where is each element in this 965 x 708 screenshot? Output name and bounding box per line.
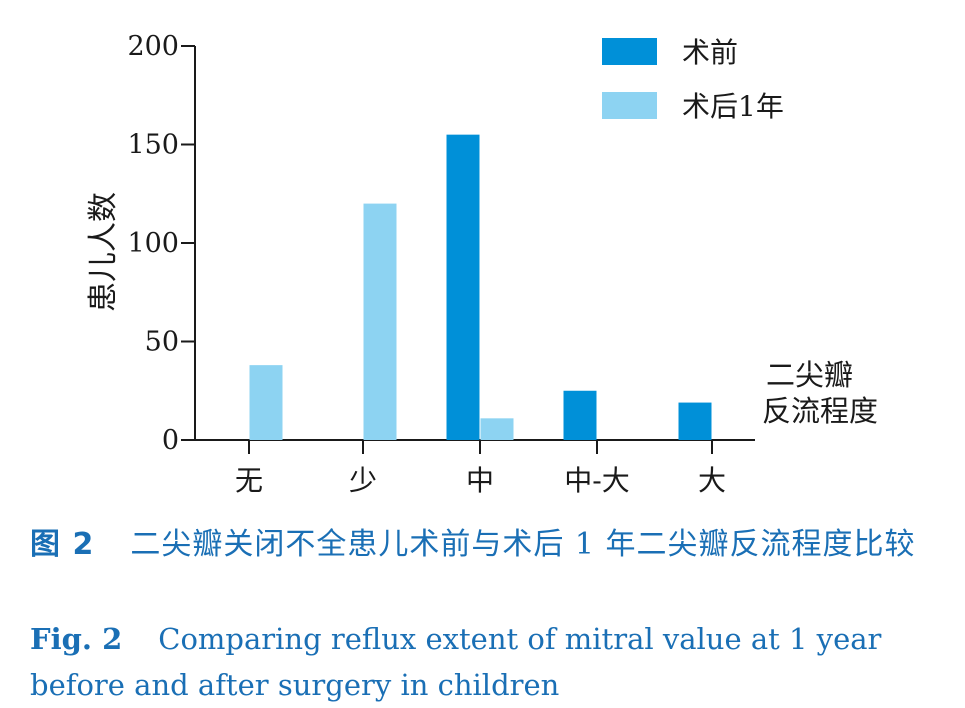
y-tick-label: 200	[127, 31, 179, 62]
x-category-label: 无	[235, 464, 263, 497]
y-tick-label: 150	[127, 130, 179, 161]
figure-number-cn: 图 2	[30, 527, 95, 562]
y-tick-label: 50	[145, 327, 179, 358]
figure-number-en: Fig. 2	[30, 622, 123, 656]
caption-text-cn: 二尖瓣关闭不全患儿术前与术后 1 年二尖瓣反流程度比较	[130, 527, 916, 562]
bar-postop	[249, 365, 283, 440]
bar-preop	[678, 402, 712, 440]
x-category-label: 少	[349, 464, 377, 497]
x-axis-label-line1: 二尖瓣	[766, 358, 853, 392]
bar-preop	[446, 134, 480, 440]
chart: 0 50 100 150 200 无 少 中 中-大 大 术前术后1年 患儿人数 二尖瓣 反流程…	[86, 31, 878, 497]
bar-postop	[363, 203, 397, 440]
x-categories: 无 少 中 中-大 大	[235, 440, 726, 497]
bar-preop	[563, 390, 597, 440]
legend-label: 术前	[682, 36, 738, 69]
y-axis-label: 患儿人数	[86, 192, 121, 312]
legend-swatch	[602, 38, 657, 65]
legend-label: 术后1年	[682, 90, 784, 123]
caption-text-en: Comparing reflux extent of mitral value …	[30, 622, 882, 702]
bar-postop	[480, 418, 514, 440]
bars	[249, 134, 712, 440]
y-tick-label: 0	[162, 425, 179, 456]
x-category-label: 中-大	[564, 464, 629, 497]
x-category-label: 大	[698, 464, 726, 497]
y-tick-label: 100	[127, 228, 179, 259]
legend-swatch	[602, 92, 657, 119]
x-category-label: 中	[466, 464, 494, 497]
figure-caption-english: Fig. 2 Comparing reflux extent of mitral …	[30, 616, 955, 708]
y-ticks: 0 50 100 150 200	[127, 31, 195, 456]
x-axis-label-line2: 反流程度	[762, 394, 878, 428]
figure-caption-chinese: 图 2 二尖瓣关闭不全患儿术前与术后 1 年二尖瓣反流程度比较	[30, 522, 955, 568]
